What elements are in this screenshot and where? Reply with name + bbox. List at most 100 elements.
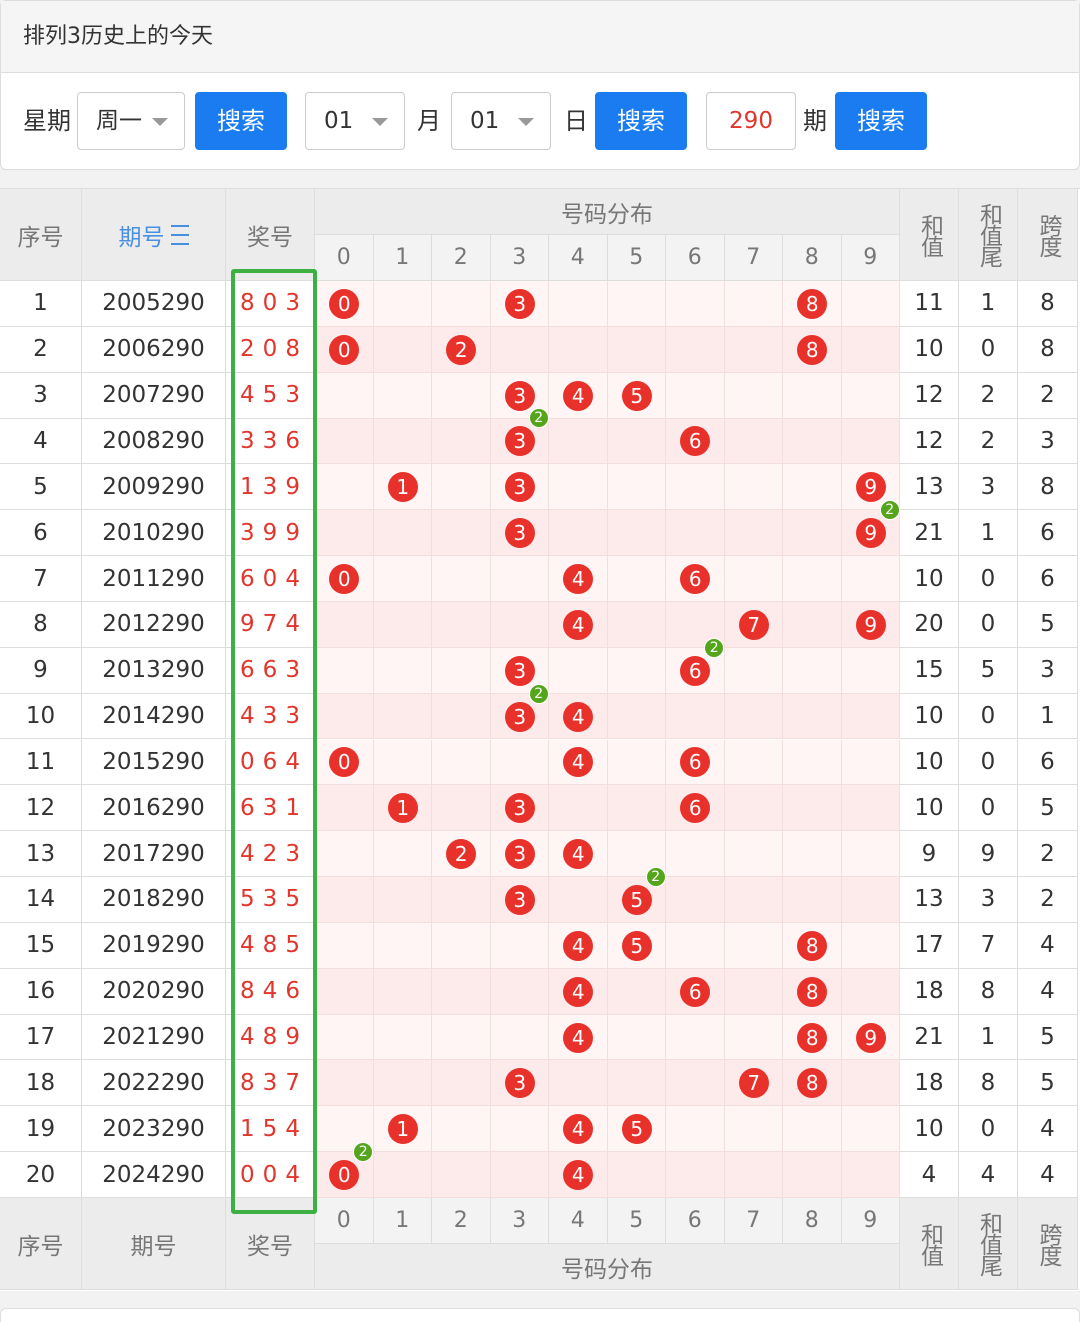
seq-cell: 2	[0, 326, 82, 373]
sum-cell: 10	[900, 326, 959, 373]
number-ball: 9	[855, 1022, 886, 1053]
search-button[interactable]: 搜索	[595, 92, 687, 150]
span-cell: 8	[1018, 326, 1078, 373]
number-digit: 9	[262, 519, 278, 546]
distribution-cell	[783, 601, 842, 648]
number-ball: 2	[446, 839, 477, 870]
distribution-cell	[373, 739, 432, 786]
number-digit: 0	[240, 1161, 255, 1188]
distribution-cell	[373, 601, 432, 648]
distribution-cell	[432, 556, 491, 602]
distribution-cell	[373, 877, 432, 923]
header-text: 序号	[17, 224, 64, 251]
distribution-cell	[841, 1106, 900, 1153]
number-digit: 8	[285, 336, 300, 363]
search-button[interactable]: 搜索	[195, 92, 287, 150]
seq-header: 序号	[0, 189, 82, 281]
issue-header[interactable]: 期号	[82, 189, 226, 281]
distribution-cell	[841, 922, 900, 969]
distribution-cell	[315, 556, 374, 602]
number-ball: 5	[621, 380, 652, 411]
distribution-cell	[432, 372, 491, 419]
distribution-cell	[783, 418, 842, 465]
span-header: 跨度	[1018, 189, 1078, 281]
span-cell: 4	[1018, 968, 1078, 1015]
number-digit: 9	[285, 1024, 300, 1051]
seq-cell: 14	[0, 877, 82, 923]
distribution-cell	[724, 693, 783, 740]
seq-cell: 4	[0, 418, 82, 465]
distribution-cell	[490, 739, 549, 786]
search-button[interactable]: 搜索	[835, 92, 927, 150]
distribution-cell	[549, 418, 608, 465]
number-ball: 7	[738, 1068, 769, 1099]
digit-header: 5	[607, 1198, 666, 1244]
distribution-cell	[607, 464, 666, 511]
number-digit: 4	[285, 748, 300, 775]
digit-header: 2	[432, 235, 491, 281]
sum_tail-cell: 0	[959, 1106, 1018, 1153]
distribution-cell	[841, 326, 900, 373]
distribution-cell	[724, 1152, 783, 1198]
distribution-cell	[607, 647, 666, 694]
distribution-cell	[432, 968, 491, 1015]
repeat-badge: 2	[879, 500, 900, 521]
number-digit: 1	[240, 473, 255, 500]
distribution-cell	[607, 556, 666, 602]
distribution-cell	[841, 1152, 900, 1198]
number-ball: 0	[329, 334, 360, 365]
month-label: 月	[417, 107, 441, 135]
number-highlight	[231, 269, 317, 1214]
distribution-cell	[373, 647, 432, 694]
distribution-cell	[607, 326, 666, 373]
distribution-cell	[724, 418, 783, 465]
distribution-cell	[666, 464, 725, 511]
distribution-cell	[666, 510, 725, 557]
number-ball: 3	[504, 884, 535, 915]
digit-header: 4	[549, 235, 608, 281]
seq-cell: 9	[0, 647, 82, 694]
number-digit: 6	[240, 657, 255, 684]
month-select[interactable]: 01	[305, 92, 405, 150]
number-digit: 6	[240, 794, 255, 821]
issue-cell: 2015290	[82, 739, 226, 786]
distribution-cell	[549, 647, 608, 694]
distribution-cell	[841, 647, 900, 694]
number-digit: 4	[240, 1024, 255, 1051]
number-digit: 4	[262, 978, 278, 1005]
distribution-cell	[724, 785, 783, 832]
day-select[interactable]: 01	[451, 92, 551, 150]
distribution-cell	[490, 1152, 549, 1198]
distribution-cell	[666, 831, 725, 878]
sum_tail-cell: 1	[959, 510, 1018, 557]
distribution-cell	[783, 1152, 842, 1198]
distribution-cell	[432, 1014, 491, 1061]
weekday-select[interactable]: 周一	[77, 92, 185, 150]
number-ball: 1	[387, 793, 418, 824]
digit-header: 8	[783, 235, 842, 281]
distribution-cell	[841, 418, 900, 465]
number-ball: 4	[563, 609, 594, 640]
distribution-cell	[315, 785, 374, 832]
seq-cell: 17	[0, 1014, 82, 1061]
number-digit: 0	[240, 748, 255, 775]
header-text: 奖号	[247, 1233, 293, 1260]
number-digit: 2	[262, 840, 278, 867]
number-digit: 4	[285, 1115, 300, 1142]
distribution-cell	[373, 968, 432, 1015]
distribution-cell	[315, 922, 374, 969]
issue-cell: 2006290	[82, 326, 226, 373]
number-ball: 9	[855, 472, 886, 503]
distribution-header: 号码分布	[315, 189, 900, 235]
span-cell: 8	[1018, 281, 1078, 327]
number-digit: 6	[262, 748, 278, 775]
issue-input[interactable]: 290	[706, 92, 796, 150]
distribution-cell	[724, 281, 783, 327]
number-ball: 6	[680, 793, 711, 824]
distribution-cell	[666, 693, 725, 740]
distribution-cell	[607, 785, 666, 832]
